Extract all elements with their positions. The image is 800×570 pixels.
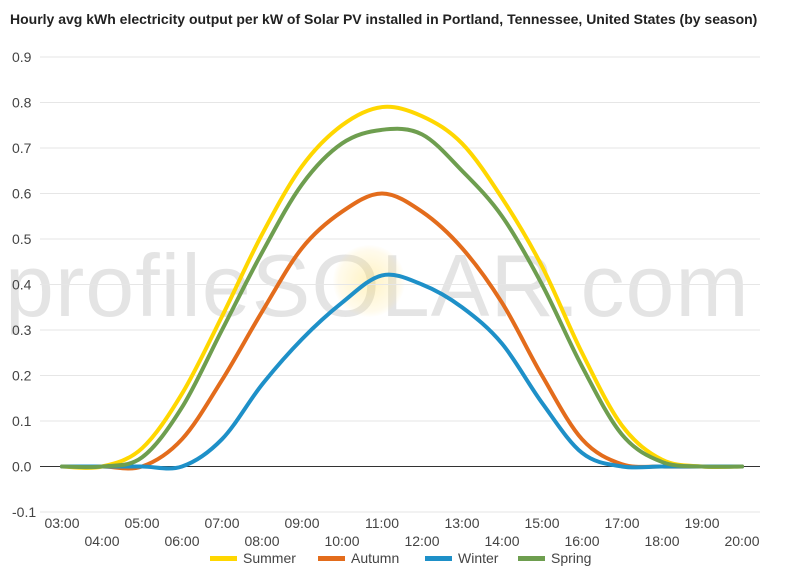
y-tick-label: 0.7 <box>12 140 32 156</box>
legend-item-winter[interactable]: Winter <box>425 549 498 567</box>
x-tick-label: 13:00 <box>444 515 479 531</box>
legend-swatch <box>518 555 545 561</box>
legend-label: Summer <box>243 550 296 566</box>
legend-label: Winter <box>458 550 499 566</box>
legend-swatch <box>425 555 452 561</box>
grid-lines <box>40 56 760 513</box>
x-tick-label: 07:00 <box>204 515 239 531</box>
y-tick-label: 0.5 <box>12 231 32 247</box>
x-tick-label: 03:00 <box>44 515 79 531</box>
x-tick-label: 11:00 <box>365 515 399 531</box>
legend-label: Autumn <box>351 550 400 566</box>
y-tick-label: 0.1 <box>12 413 32 429</box>
legend-swatch <box>318 555 345 561</box>
legend: Summer Autumn Winter Spring <box>0 549 800 567</box>
series-line-spring <box>60 126 744 470</box>
y-tick-label: 0.8 <box>12 95 32 111</box>
x-tick-label: 18:00 <box>644 533 679 549</box>
x-tick-label: 15:00 <box>524 515 559 531</box>
x-tick-label: 19:00 <box>684 515 719 531</box>
x-tick-label: 06:00 <box>164 533 199 549</box>
y-tick-label: 0.0 <box>12 459 32 475</box>
x-tick-label: 14:00 <box>484 533 519 549</box>
y-tick-label: 0.9 <box>12 49 32 65</box>
x-tick-label: 08:00 <box>244 533 279 549</box>
y-tick-label: -0.1 <box>12 504 36 520</box>
legend-item-spring[interactable]: Spring <box>518 549 591 567</box>
watermark-label: profileSOLAR.com <box>5 236 750 335</box>
x-tick-label: 04:00 <box>84 533 119 549</box>
legend-item-autumn[interactable]: Autumn <box>318 549 399 567</box>
y-axis-ticks: -0.1 0.0 0.1 0.2 0.3 0.4 0.5 0.6 0.7 0.8 0.9 <box>12 49 36 520</box>
y-tick-label: 0.2 <box>12 368 32 384</box>
series-line-winter <box>60 272 744 471</box>
series-lines <box>60 104 744 471</box>
x-tick-label: 09:00 <box>284 515 319 531</box>
legend-item-summer[interactable]: Summer <box>210 549 296 567</box>
y-tick-label: 0.3 <box>12 322 32 338</box>
x-tick-label: 17:00 <box>604 515 639 531</box>
x-tick-label: 05:00 <box>124 515 159 531</box>
legend-label: Spring <box>551 550 592 566</box>
series-line-autumn <box>60 191 744 471</box>
chart-title: Hourly avg kWh electricity output per kW… <box>10 11 758 27</box>
x-tick-label: 16:00 <box>564 533 599 549</box>
y-tick-label: 0.4 <box>12 277 32 293</box>
legend-swatch <box>210 555 237 561</box>
x-tick-label: 12:00 <box>404 533 439 549</box>
x-tick-label: 20:00 <box>724 533 759 549</box>
y-tick-label: 0.6 <box>12 186 32 202</box>
x-tick-label: 10:00 <box>324 533 359 549</box>
x-axis-ticks: 03:00 04:00 05:00 06:00 07:00 08:00 09:00 10:00… <box>44 515 759 549</box>
watermark-text: profileSOLAR.com <box>5 235 795 337</box>
series-line-summer <box>60 104 744 470</box>
